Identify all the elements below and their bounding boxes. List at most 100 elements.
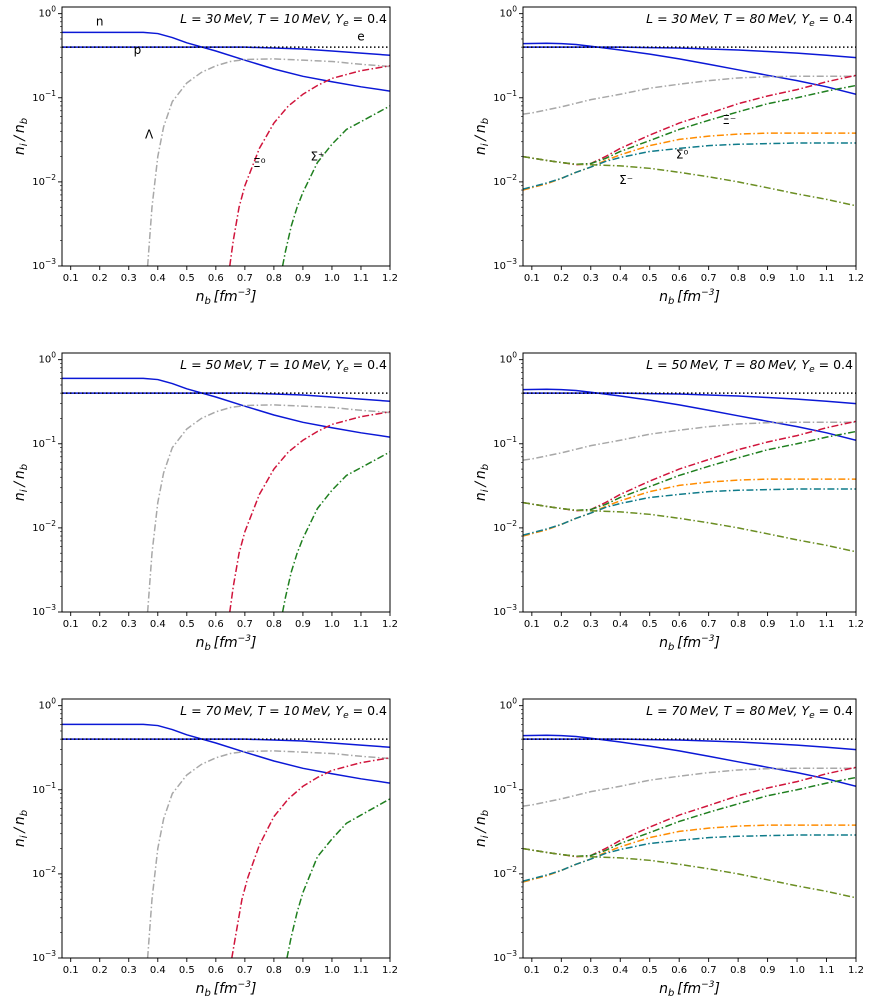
x-tick-label: 0.4 <box>612 965 628 976</box>
x-tick-label: 0.7 <box>701 619 717 630</box>
x-tick-label: 1.0 <box>789 273 805 284</box>
x-tick-label: 1.1 <box>353 965 369 976</box>
x-tick-label: 0.6 <box>208 619 224 630</box>
x-tick-label: 0.4 <box>150 619 166 630</box>
y-tick-label: 10−3 <box>32 257 56 272</box>
x-tick-label: 0.4 <box>612 273 628 284</box>
series-line-sigma0 <box>523 488 856 536</box>
y-tick-label: 10−2 <box>32 519 56 534</box>
chart-panel-3: 0.1 0.2 0.3 0.4 0.5 0.6 0.7 0.8 0.9 1.0 1.1 1.2 10−3… <box>12 351 398 653</box>
chart-title: L = 70 MeV, T = 80 MeV, Ye = 0.4L = 70 M… <box>646 703 853 721</box>
y-tick-label: 100 <box>38 351 56 366</box>
x-tick-label: 0.8 <box>266 273 282 284</box>
series-annotation: e <box>357 29 364 43</box>
series-line-p <box>523 738 856 751</box>
series-line-lambda <box>523 767 856 807</box>
series-annotation: Σ⁰ <box>676 147 689 161</box>
x-tick-label: 0.3 <box>583 273 599 284</box>
chart-panel-2: 0.1 0.2 0.3 0.4 0.5 0.6 0.7 0.8 0.9 1.0 1.1 1.2 10−3… <box>473 5 864 307</box>
x-axis-label: nb [fm−3]n_b [fm^-3] <box>196 288 257 307</box>
series-line-lambda <box>523 75 856 115</box>
series-line-xi0 <box>523 420 856 512</box>
series-line-n <box>523 388 856 442</box>
x-tick-label: 0.5 <box>642 965 658 976</box>
series-group <box>523 42 856 207</box>
series-line-n <box>62 723 390 784</box>
series-line-sigmaminus <box>523 501 856 553</box>
series-line-lambda <box>146 404 390 612</box>
x-tick-label: 0.6 <box>671 619 687 630</box>
y-tick-label: 10−3 <box>493 949 517 964</box>
plot-frame <box>522 352 857 613</box>
x-tick-label: 0.3 <box>583 619 599 630</box>
x-tick-label: 1.1 <box>819 965 835 976</box>
series-line-p <box>523 392 856 405</box>
y-tick-label: 10−2 <box>32 173 56 188</box>
series-line-xi0 <box>229 411 390 612</box>
chart-title: L = 50 MeV, T = 80 MeV, Ye = 0.4L = 50 M… <box>646 357 853 375</box>
chart-panel-4: 0.1 0.2 0.3 0.4 0.5 0.6 0.7 0.8 0.9 1.0 1.1 1.2 10−3… <box>473 351 864 653</box>
series-line-lambda <box>146 750 390 958</box>
x-tick-label: 0.1 <box>63 273 79 284</box>
series-group <box>62 31 390 266</box>
chart-title: L = 70 MeV, T = 10 MeV, Ye = 0.4L = 70 M… <box>180 703 387 721</box>
series-line-xi0 <box>231 757 390 958</box>
series-line-lambda <box>146 58 390 266</box>
y-axis-label: ni / nbn_i / n_b <box>12 810 30 847</box>
series-line-ximinus <box>523 132 856 191</box>
x-tick-label: 0.9 <box>295 965 311 976</box>
y-tick-label: 10−3 <box>32 949 56 964</box>
x-tick-label: 0.9 <box>760 619 776 630</box>
series-line-sigma0 <box>523 142 856 190</box>
series-line-p <box>62 738 390 749</box>
series-line-n <box>62 31 390 92</box>
x-tick-label: 0.9 <box>295 273 311 284</box>
x-axis-label: nb [fm−3]n_b [fm^-3] <box>196 634 257 653</box>
series-line-sigmaplus <box>523 776 856 858</box>
x-tick-label: 0.2 <box>92 619 108 630</box>
x-tick-label: 1.1 <box>819 619 835 630</box>
x-tick-label: 0.8 <box>266 619 282 630</box>
series-line-sigmaplus <box>286 798 390 958</box>
x-tick-label: 0.3 <box>583 965 599 976</box>
series-annotation: Λ <box>145 127 154 141</box>
x-tick-label: 1.2 <box>848 273 864 284</box>
x-tick-label: 0.6 <box>208 965 224 976</box>
x-tick-label: 1.2 <box>848 619 864 630</box>
series-annotation: Ξ⁰ <box>253 156 266 170</box>
series-line-sigmaplus <box>523 84 856 166</box>
y-tick-label: 10−2 <box>493 865 517 880</box>
x-tick-label: 0.7 <box>237 273 253 284</box>
y-tick-label: 100 <box>499 5 517 20</box>
x-tick-label: 0.6 <box>671 965 687 976</box>
x-tick-label: 0.8 <box>266 965 282 976</box>
series-line-sigmaminus <box>523 155 856 207</box>
y-tick-label: 10−1 <box>493 89 517 104</box>
chart-title: L = 30 MeV, T = 10 MeV, Ye = 0.4L = 30 M… <box>180 11 387 29</box>
chart-panel-1: 0.1 0.2 0.3 0.4 0.5 0.6 0.7 0.8 0.9 1.0 1.1 1.2 10−3… <box>12 5 398 307</box>
x-tick-label: 1.0 <box>324 965 340 976</box>
x-axis-label: nb [fm−3]n_b [fm^-3] <box>659 634 720 653</box>
x-tick-label: 0.4 <box>150 965 166 976</box>
series-group <box>62 723 390 958</box>
x-tick-label: 1.0 <box>789 965 805 976</box>
series-line-ximinus <box>523 824 856 883</box>
series-line-n <box>523 42 856 96</box>
series-annotation: Ξ⁻ <box>722 113 736 127</box>
y-tick-label: 10−2 <box>493 173 517 188</box>
y-tick-label: 100 <box>499 351 517 366</box>
y-axis-label: ni / nbn_i / n_b <box>473 464 491 501</box>
x-tick-label: 0.1 <box>524 965 540 976</box>
series-line-n <box>523 734 856 788</box>
x-tick-label: 0.4 <box>612 619 628 630</box>
x-tick-label: 0.9 <box>760 273 776 284</box>
x-tick-label: 1.2 <box>382 619 398 630</box>
series-line-p <box>62 46 390 57</box>
x-tick-label: 0.2 <box>553 273 569 284</box>
y-tick-label: 10−1 <box>493 781 517 796</box>
series-line-ximinus <box>523 478 856 537</box>
y-axis-label: ni / nbn_i / n_b <box>473 810 491 847</box>
chart-panel-5: 0.1 0.2 0.3 0.4 0.5 0.6 0.7 0.8 0.9 1.0 1.1 1.2 10−3… <box>12 697 398 999</box>
x-tick-label: 0.2 <box>92 965 108 976</box>
